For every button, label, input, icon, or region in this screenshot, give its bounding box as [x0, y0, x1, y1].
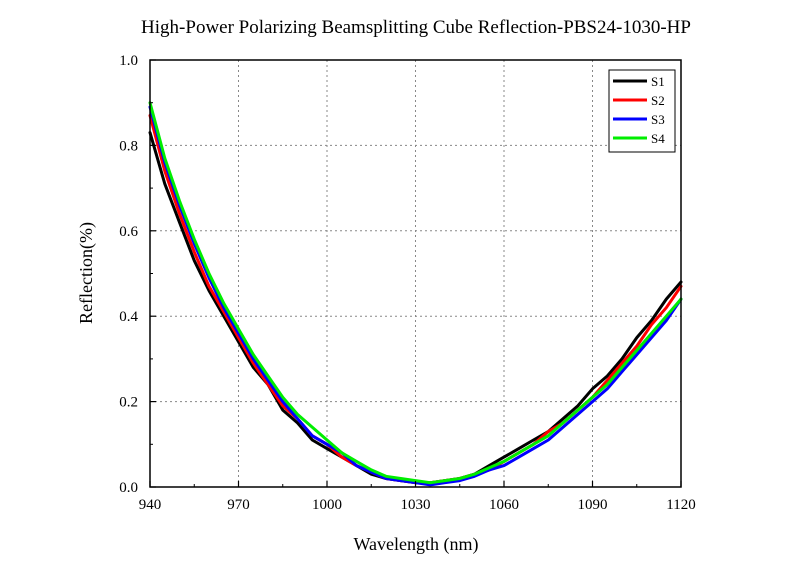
axis-ticks: 940 970 1000 1030 1060 1090 1120 0.0 0.2 0.4 0.6 0.…	[119, 53, 695, 513]
legend-label-s2: S2	[651, 93, 665, 108]
y-tick-label: 0.8	[119, 138, 138, 154]
legend-label-s4: S4	[651, 131, 665, 146]
legend-label-s3: S3	[651, 112, 665, 127]
x-tick-label: 1000	[312, 497, 342, 513]
x-tick-label: 940	[139, 497, 162, 513]
x-tick-label: 970	[227, 497, 250, 513]
grid	[150, 60, 681, 487]
x-tick-label: 1030	[401, 497, 431, 513]
x-tick-label: 1120	[666, 497, 695, 513]
y-tick-label: 0.4	[119, 309, 138, 325]
x-tick-label: 1060	[489, 497, 519, 513]
x-tick-label: 1090	[578, 497, 608, 513]
y-tick-label: 0.6	[119, 224, 138, 240]
y-axis-label: Reflection(%)	[76, 222, 97, 324]
chart-title: High-Power Polarizing Beamsplitting Cube…	[141, 17, 691, 38]
y-tick-label: 0.2	[119, 395, 138, 411]
plot-frame	[149, 59, 682, 488]
y-tick-label: 0.0	[119, 480, 138, 496]
y-tick-label: 1.0	[119, 53, 138, 69]
series-line-s4	[148, 101, 683, 485]
legend-label-s1: S1	[651, 74, 665, 89]
x-axis-label: Wavelength (nm)	[353, 534, 478, 555]
legend: S1 S2 S3 S4	[608, 69, 676, 153]
